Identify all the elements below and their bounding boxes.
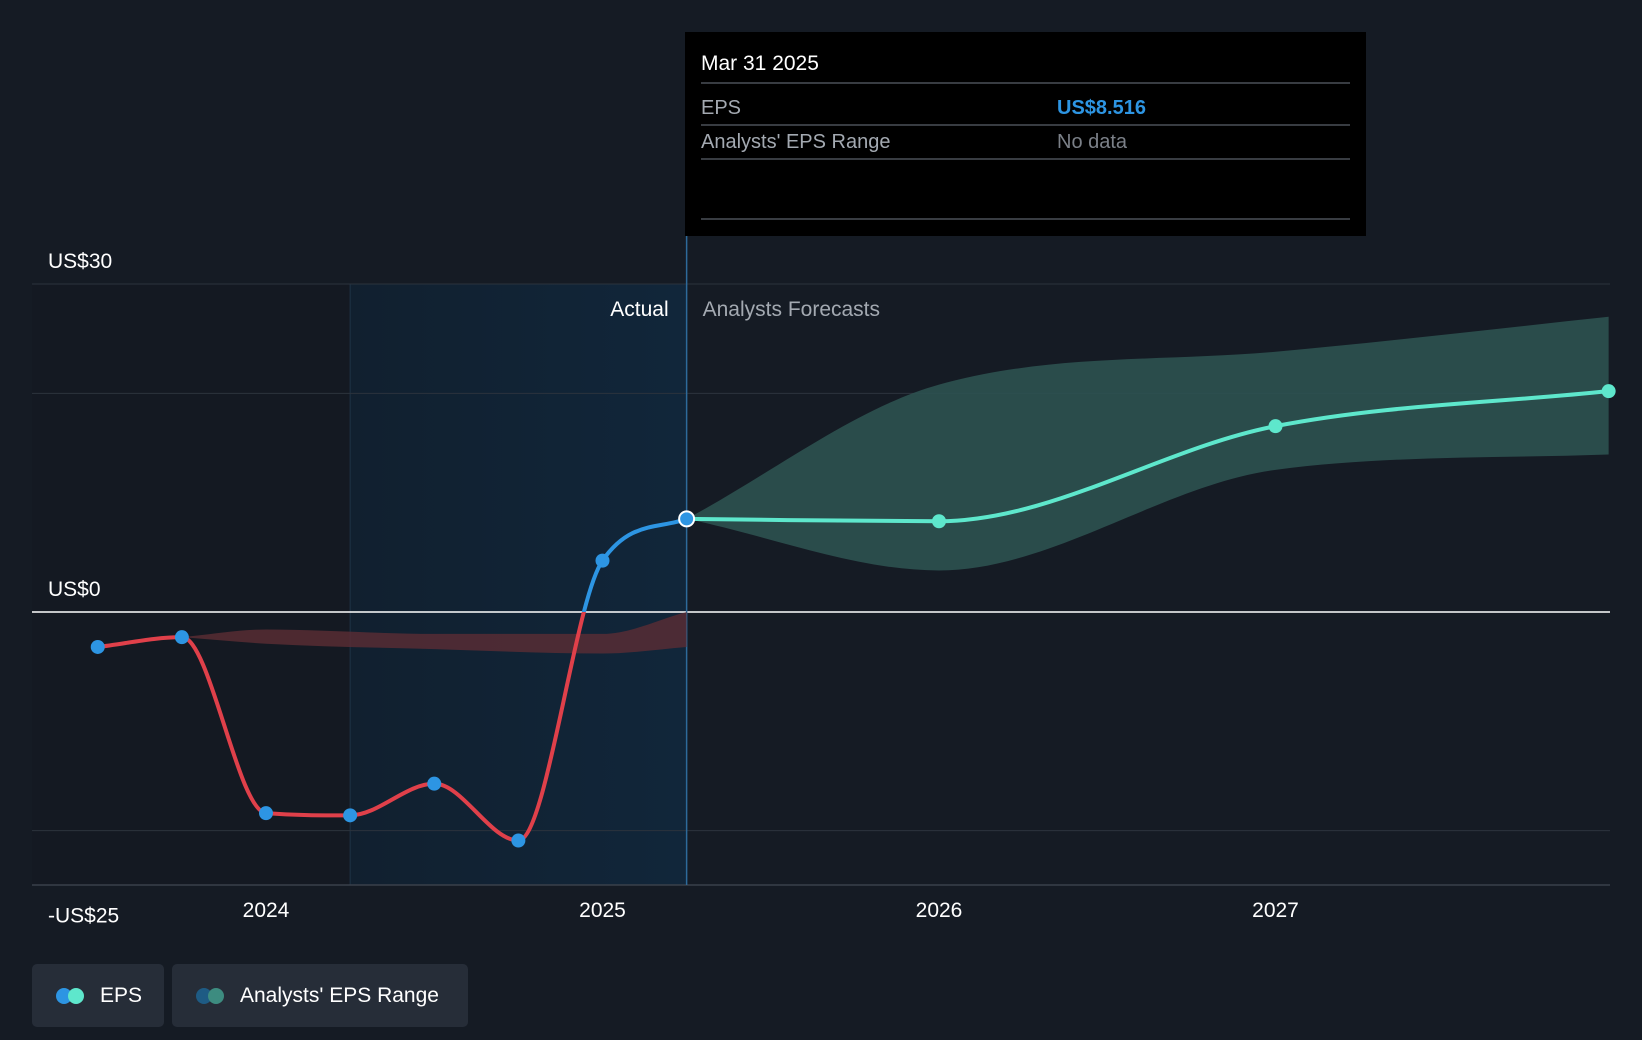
forecast-section-label: Analysts Forecasts	[703, 298, 880, 321]
x-axis-tick-label: 2024	[243, 899, 290, 922]
eps-forecast-line	[684, 389, 1611, 524]
x-axis-tick-label: 2026	[916, 899, 963, 922]
eps-point-selected	[678, 510, 696, 528]
forecast-range-area	[686, 316, 1609, 571]
eps-point	[427, 776, 442, 791]
axis-labels: US$30 US$0 -US$25 2024 2025 2026 2027 Actual Ana…	[48, 250, 1299, 927]
actual-range-area	[181, 612, 687, 654]
x-axis-tick-label: 2027	[1252, 899, 1299, 922]
x-axis-tick-label: 2025	[579, 899, 626, 922]
eps-forecast-point	[1601, 384, 1616, 399]
tooltip-date: Mar 31 2025	[701, 52, 819, 75]
y-axis-label: -US$25	[48, 904, 119, 927]
eps-forecast-point	[1268, 419, 1283, 434]
legend-item-eps-range[interactable]: Analysts' EPS Range	[172, 964, 468, 1027]
eps-lines	[95, 389, 1611, 843]
eps-forecast-point	[932, 514, 946, 529]
eps-point	[595, 553, 610, 568]
tooltip-row-value: No data	[1057, 131, 1128, 153]
past-region	[32, 284, 351, 885]
eps-points	[90, 384, 1616, 848]
tooltip: Mar 31 2025 EPS US$8.516 Analysts' EPS Rang…	[685, 32, 1366, 236]
range-areas	[181, 316, 1609, 654]
legend-item-eps[interactable]: EPS	[32, 964, 164, 1027]
eps-point	[511, 833, 526, 848]
y-axis-label: US$0	[48, 578, 101, 601]
eps-point	[343, 808, 358, 823]
tooltip-box	[685, 32, 1366, 236]
legend-label-eps: EPS	[100, 983, 143, 1007]
actual-band	[350, 284, 687, 885]
eps-point	[174, 630, 189, 645]
legend-label-eps-range: Analysts' EPS Range	[240, 983, 439, 1007]
tooltip-row-value: US$8.516	[1057, 97, 1146, 119]
tooltip-row-label: Analysts' EPS Range	[701, 131, 890, 153]
actual-section-label: Actual	[610, 298, 668, 321]
tooltip-row-label: EPS	[701, 97, 741, 119]
eps-range-legend-icon	[196, 987, 226, 1004]
y-axis-label: US$30	[48, 250, 112, 273]
background-bands	[32, 284, 687, 885]
eps-line-positive	[581, 516, 689, 612]
eps-point	[259, 806, 273, 821]
eps-line-negative	[95, 612, 586, 843]
eps-point	[90, 639, 105, 654]
eps-legend-icon	[56, 987, 86, 1004]
